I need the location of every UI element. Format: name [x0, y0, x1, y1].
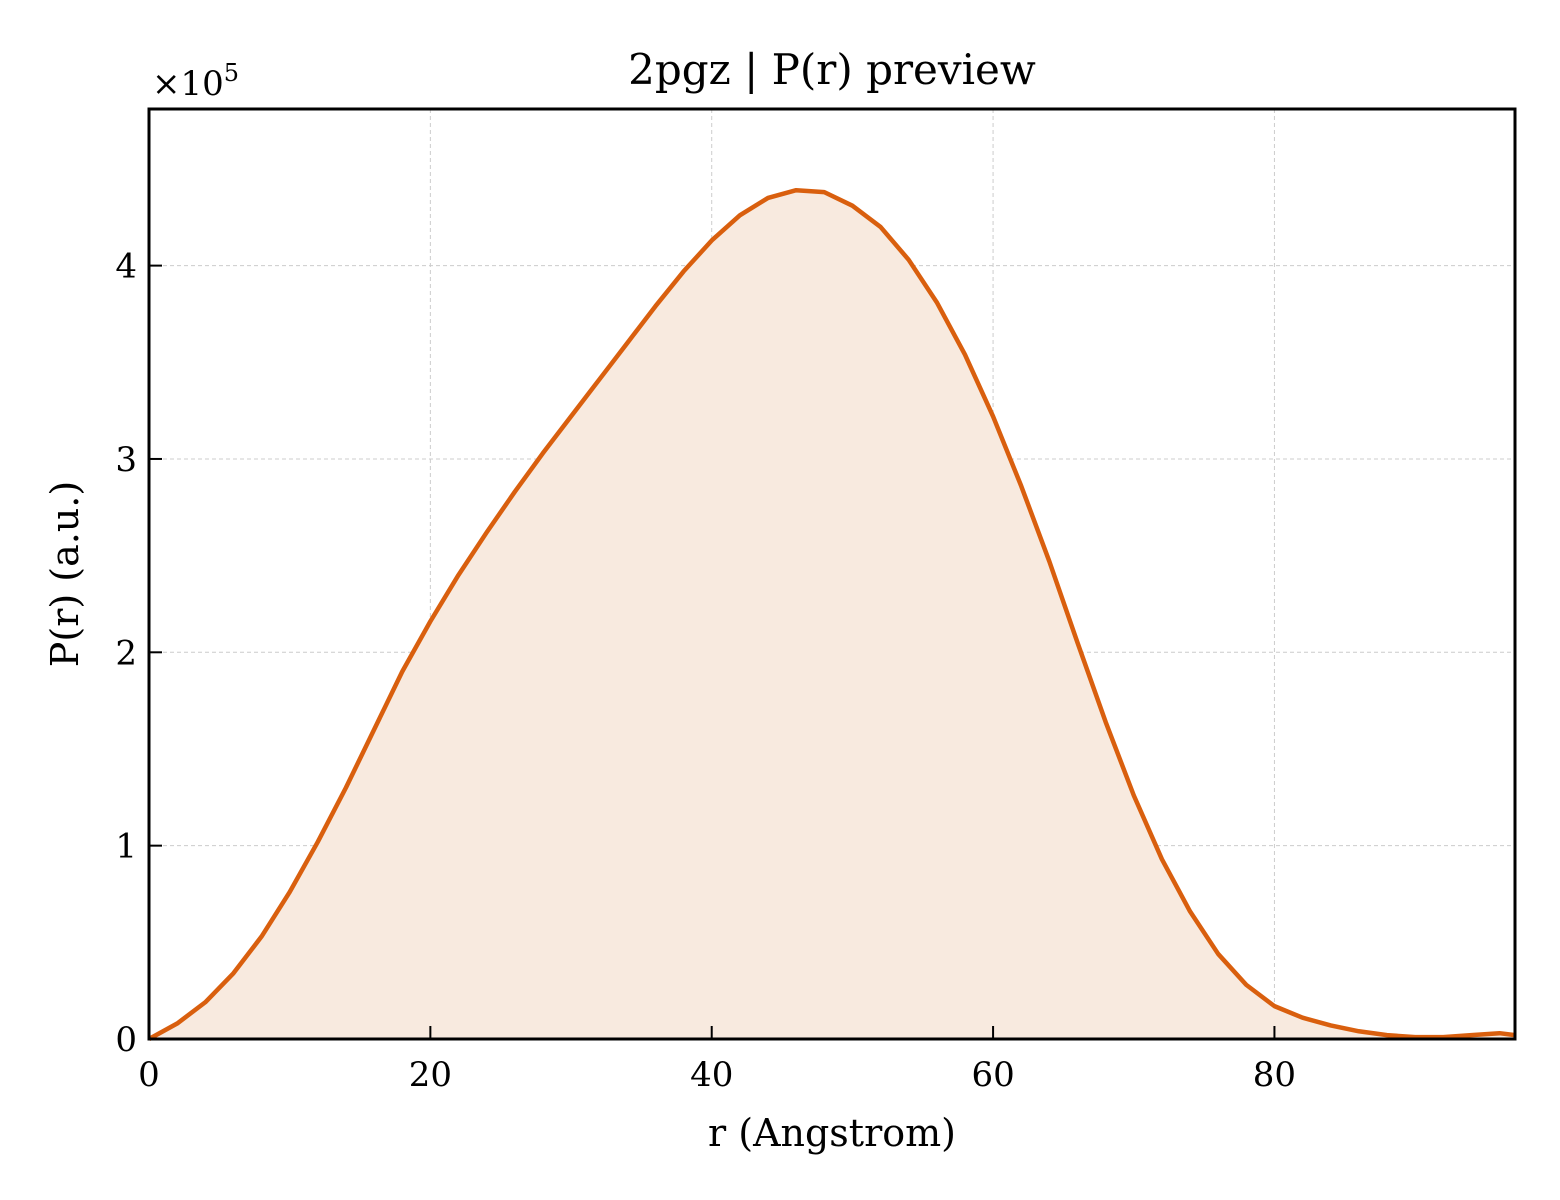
y-multiplier-base: ×10 — [152, 64, 224, 104]
y-tick-label: 3 — [115, 440, 137, 480]
y-multiplier-exponent: 5 — [224, 59, 239, 87]
x-tick-label: 20 — [409, 1055, 452, 1095]
x-tick-label: 60 — [971, 1055, 1014, 1095]
x-axis-label: r (Angstrom) — [708, 1111, 956, 1155]
y-tick-label: 2 — [115, 633, 137, 673]
x-tick-label: 80 — [1253, 1055, 1296, 1095]
pr-series-line — [147, 187, 1516, 1041]
axis-ticks: 0 20 40 60 80 0 1 2 3 4 — [115, 247, 1296, 1095]
x-tick-label: 40 — [690, 1055, 733, 1095]
plot-frame — [147, 107, 1517, 1041]
y-axis-label: P(r) (a.u.) — [43, 481, 87, 667]
y-tick-label: 4 — [115, 247, 137, 287]
y-axis-multiplier: ×105 — [152, 59, 239, 104]
x-tick-label: 0 — [138, 1055, 160, 1095]
y-tick-label: 1 — [115, 827, 137, 867]
pr-area-fill — [149, 190, 1515, 1039]
y-tick-label: 0 — [115, 1020, 137, 1060]
chart-title: 2pgz | P(r) preview — [628, 45, 1036, 94]
